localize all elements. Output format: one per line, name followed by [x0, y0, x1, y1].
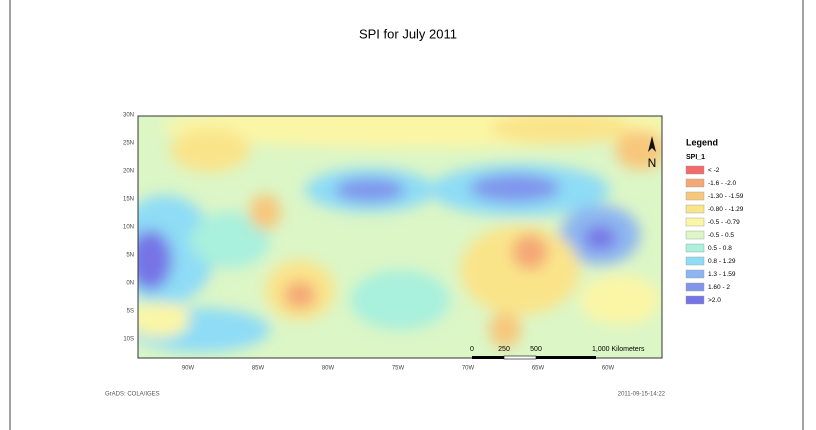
- lon-label: 80W: [322, 366, 335, 372]
- scale-label: 0: [470, 346, 474, 353]
- lon-label: 90W: [182, 366, 195, 372]
- scale-label: 1,000 Kilometers: [592, 346, 645, 353]
- legend-label: -0.5 - -0.79: [708, 219, 740, 226]
- legend-swatch: [685, 165, 705, 175]
- lat-label: 10S: [123, 337, 134, 343]
- map-frame: [137, 115, 663, 359]
- scale-label: 250: [498, 346, 510, 353]
- legend-swatch: [685, 191, 705, 201]
- scale-bar: [472, 355, 596, 360]
- legend-label: 1.3 - 1.59: [708, 271, 736, 278]
- map-title: SPI for July 2011: [359, 26, 457, 41]
- legend-swatch: [685, 269, 705, 279]
- lat-label: 15N: [123, 197, 134, 203]
- lat-label: 5N: [126, 253, 134, 259]
- spi-field: [138, 116, 662, 358]
- legend-label: 0.8 - 1.29: [708, 258, 736, 265]
- legend-swatch: [685, 282, 705, 292]
- legend-swatch: [685, 295, 705, 305]
- legend-swatch: [685, 243, 705, 253]
- lon-label: 70W: [462, 366, 475, 372]
- legend-swatch: [685, 217, 705, 227]
- legend-swatch: [685, 204, 705, 214]
- footer-right: 2011-09-15-14:22: [618, 392, 666, 398]
- legend-swatch: [685, 256, 705, 266]
- lon-label: 75W: [392, 366, 405, 372]
- legend-title: Legend: [686, 137, 718, 147]
- legend-field: SPI_1: [686, 154, 705, 161]
- lat-label: 20N: [123, 169, 134, 175]
- lon-label: 85W: [252, 366, 265, 372]
- north-label: N: [648, 156, 657, 170]
- legend-swatch: [685, 178, 705, 188]
- legend-label: >2.0: [708, 297, 721, 304]
- lon-label: 65W: [532, 366, 545, 372]
- legend-label: -1.30 - -1.59: [708, 193, 744, 200]
- legend-label: 1.60 - 2: [708, 284, 730, 291]
- lat-label: 25N: [123, 141, 134, 147]
- footer-left: GrADS: COLA/IGES: [105, 392, 160, 398]
- lon-labels: 90W 85W 80W 75W 70W 65W 60W: [182, 366, 615, 372]
- legend-label: -0.5 - 0.5: [708, 232, 734, 239]
- scale-label: 500: [530, 346, 542, 353]
- legend-label: -0.80 - -1.29: [708, 206, 744, 213]
- lat-labels: 30N 25N 20N 15N 10N 5N 0N 5S 10S: [123, 113, 134, 343]
- lat-label: 30N: [123, 113, 134, 119]
- lat-label: 10N: [123, 225, 134, 231]
- legend-label: < -2: [708, 167, 720, 174]
- north-arrow: [648, 136, 656, 152]
- lat-label: 0N: [126, 281, 134, 287]
- legend-items: < -2 -1.6 - -2.0 -1.30 - -1.59 -0.80 - -1.2…: [685, 165, 744, 305]
- lon-label: 60W: [602, 366, 615, 372]
- lat-label: 5S: [127, 309, 134, 315]
- legend-swatch: [685, 230, 705, 240]
- legend-label: -1.6 - -2.0: [708, 180, 737, 187]
- legend-label: 0.5 - 0.8: [708, 245, 732, 252]
